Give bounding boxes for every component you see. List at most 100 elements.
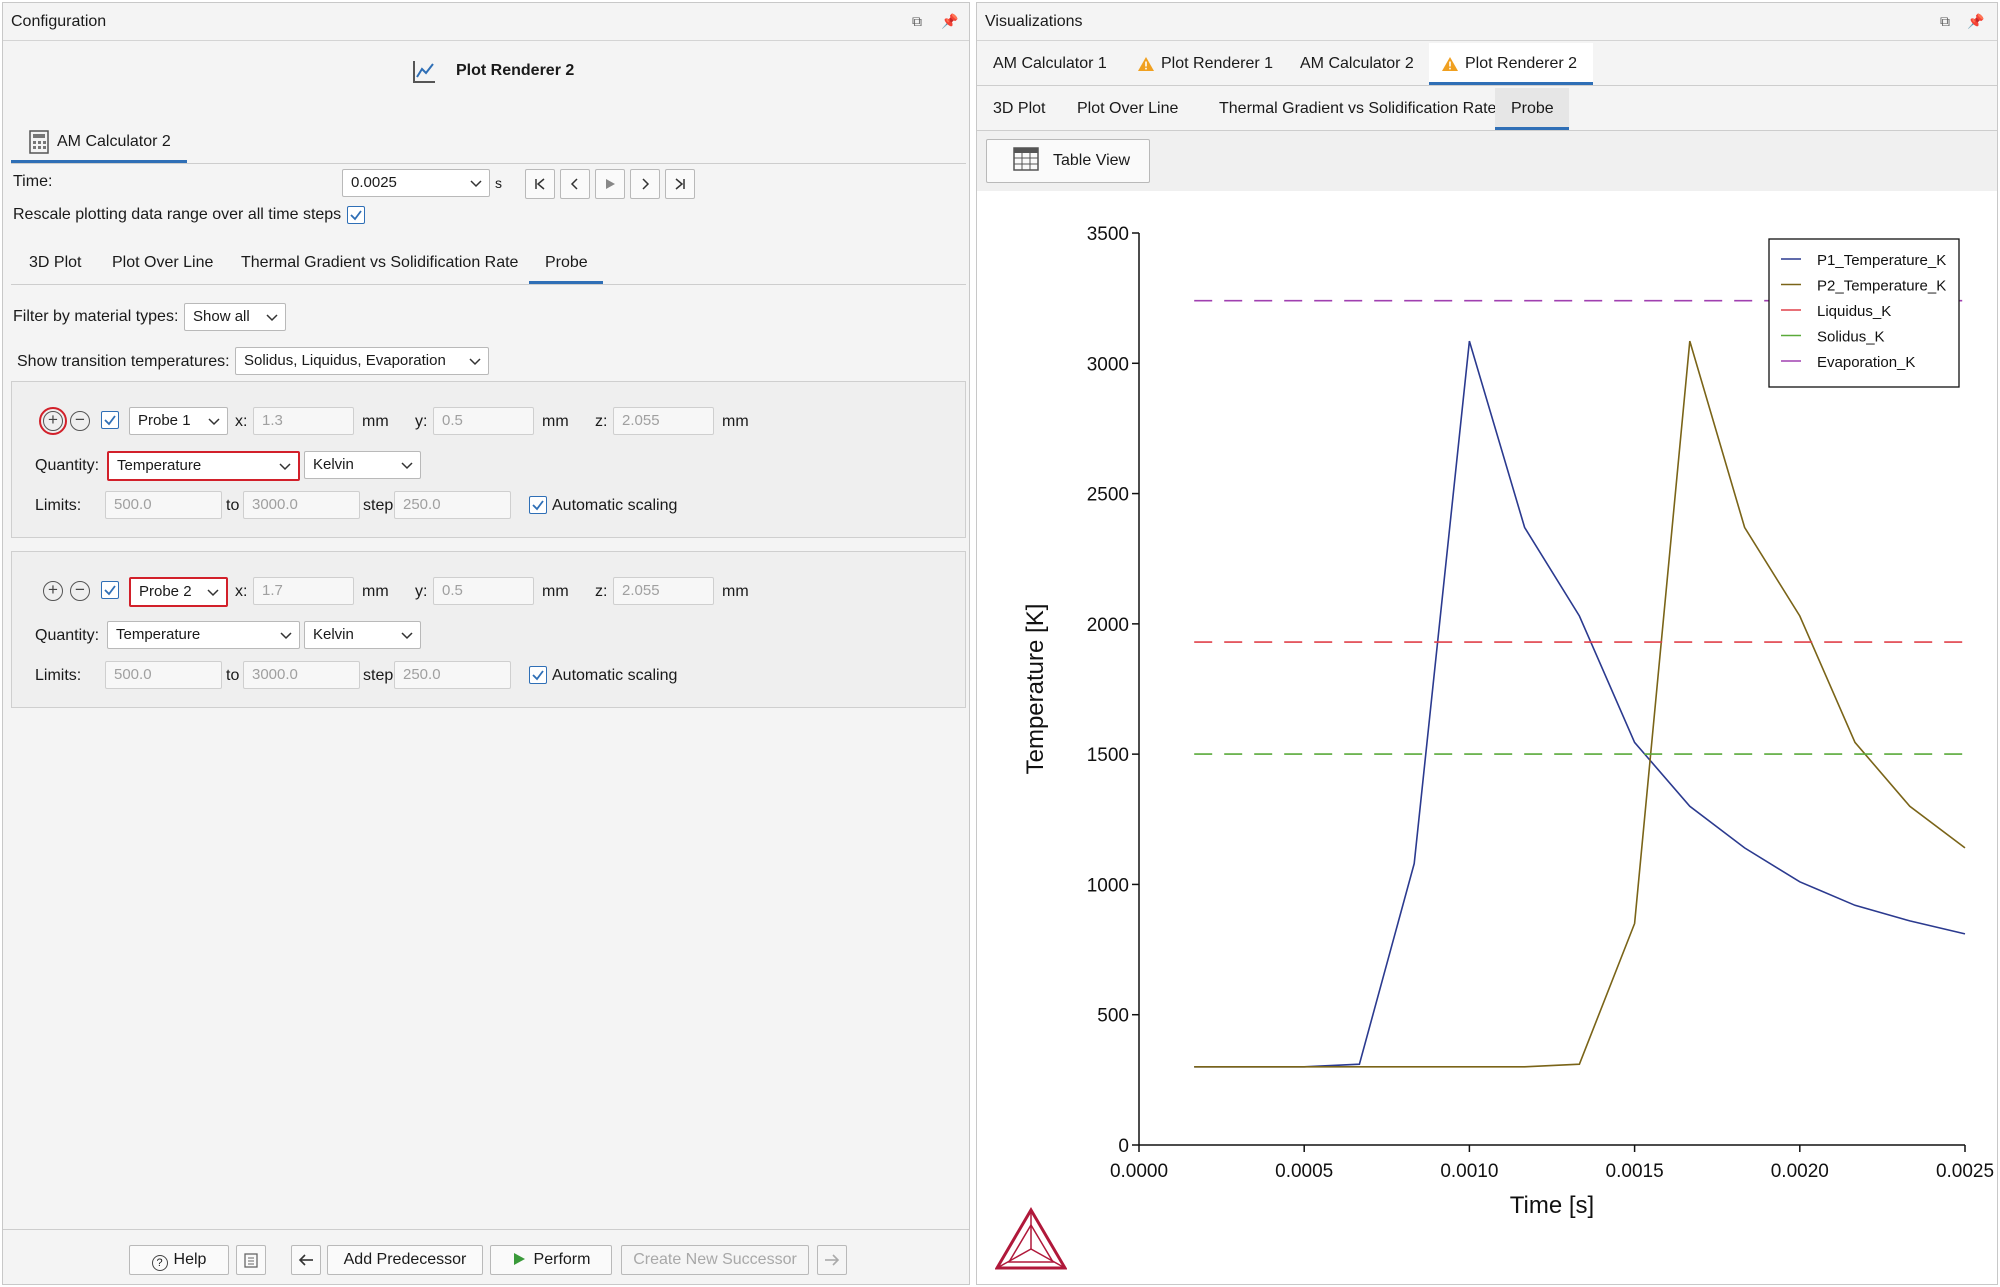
- probe-2-enabled-checkbox[interactable]: [101, 581, 119, 599]
- visualizations-header: Visualizations ⧉ 📌: [977, 3, 1997, 41]
- probe-1-x-input[interactable]: 1.3: [253, 407, 354, 435]
- probe-2-unit-value: Kelvin: [313, 626, 354, 643]
- probe-1-max-input[interactable]: 3000.0: [243, 491, 360, 519]
- y-tick-label: 3500: [1087, 224, 1129, 245]
- pin-icon[interactable]: 📌: [941, 13, 959, 29]
- legend-box: [1768, 238, 1960, 388]
- probe-1-enabled-checkbox[interactable]: [101, 411, 119, 429]
- temperature-chart: 0 500 1000 1500 2000 2500 3000 3500 0.0000 0.0005…: [1022, 224, 1994, 1219]
- probe-1-y-input[interactable]: 0.5: [433, 407, 534, 435]
- help-button[interactable]: ? Help: [129, 1245, 229, 1275]
- probe-2-z-input[interactable]: 2.055: [613, 577, 714, 605]
- renderer-title: Plot Renderer 2: [456, 62, 575, 79]
- probe-2-step-input[interactable]: 250.0: [394, 661, 511, 689]
- add-probe-button[interactable]: +: [43, 410, 63, 431]
- plot-renderer-icon: [413, 61, 435, 83]
- perform-button[interactable]: Perform: [490, 1245, 612, 1275]
- y-tick-label: 3000: [1087, 354, 1129, 375]
- probe-1-x-label: x:: [235, 413, 248, 430]
- previous-step-button[interactable]: [560, 169, 590, 199]
- probe-1-step-input[interactable]: 250.0: [394, 491, 511, 519]
- tab-plot-renderer-2[interactable]: Plot Renderer 2: [1465, 55, 1578, 72]
- chevron-down-icon: [207, 589, 219, 597]
- play-icon: [606, 179, 615, 189]
- tab-viz-thermal-gradient[interactable]: Thermal Gradient vs Solidification Rate: [1219, 100, 1497, 117]
- probe-2-unit-select[interactable]: Kelvin: [304, 621, 421, 649]
- check-icon: [532, 670, 544, 681]
- remove-probe-2-button[interactable]: −: [70, 580, 90, 601]
- probe-2-y-input[interactable]: 0.5: [433, 577, 534, 605]
- float-window-icon[interactable]: ⧉: [912, 13, 922, 29]
- skip-first-icon: [535, 178, 545, 190]
- add-predecessor-button[interactable]: Add Predecessor: [327, 1245, 483, 1275]
- probe-1-quantity-select[interactable]: Temperature: [107, 451, 300, 481]
- chevron-down-icon: [280, 632, 292, 640]
- probe-2-auto-scaling-checkbox[interactable]: [529, 666, 547, 684]
- plus-icon: +: [48, 580, 58, 599]
- next-step-button[interactable]: [630, 169, 660, 199]
- tab-am-calculator-1[interactable]: AM Calculator 1: [993, 55, 1107, 72]
- add-probe-2-button[interactable]: +: [43, 580, 63, 601]
- legend-entry: Solidus_K: [1817, 329, 1885, 346]
- probe-1-quantity-value: Temperature: [117, 457, 202, 474]
- tab-am-calculator-2[interactable]: AM Calculator 2: [1300, 55, 1414, 72]
- tab-3d-plot[interactable]: 3D Plot: [29, 254, 82, 271]
- tab-viz-probe[interactable]: Probe: [1511, 100, 1554, 117]
- series-p2-temperature-k: [1194, 340, 1966, 1068]
- create-successor-button[interactable]: Create New Successor: [621, 1245, 809, 1275]
- time-select[interactable]: 0.0025: [342, 169, 490, 197]
- probe-2-min-input[interactable]: 500.0: [105, 661, 222, 689]
- probe-1-min-input[interactable]: 500.0: [105, 491, 222, 519]
- y-tick-label: 500: [1097, 1006, 1129, 1027]
- clipboard-icon: [244, 1253, 258, 1268]
- tab-viz-plot-over-line[interactable]: Plot Over Line: [1077, 100, 1179, 117]
- tab-viz-3d-plot[interactable]: 3D Plot: [993, 100, 1046, 117]
- help-icon: ?: [151, 1255, 168, 1271]
- tab-plot-over-line[interactable]: Plot Over Line: [112, 254, 214, 271]
- rescale-label: Rescale plotting data range over all tim…: [13, 206, 342, 223]
- arrow-left-icon: [298, 1254, 313, 1266]
- y-tick-label: 2500: [1087, 485, 1129, 506]
- play-button[interactable]: [595, 169, 625, 199]
- tab-plot-renderer-1[interactable]: Plot Renderer 1: [1161, 55, 1274, 72]
- first-step-button[interactable]: [525, 169, 555, 199]
- check-icon: [104, 585, 116, 596]
- configuration-panel: Configuration ⧉ 📌 Plot Renderer 2 AM Cal…: [2, 2, 970, 1285]
- probe-1-z-unit: mm: [722, 413, 749, 430]
- transition-select[interactable]: Solidus, Liquidus, Evaporation: [235, 347, 489, 375]
- float-window-icon[interactable]: ⧉: [1940, 13, 1950, 29]
- pin-icon[interactable]: 📌: [1967, 13, 1985, 29]
- probe-2-quantity-select[interactable]: Temperature: [107, 621, 300, 649]
- probe-2-select[interactable]: Probe 2: [129, 577, 228, 607]
- clipboard-button[interactable]: [236, 1245, 266, 1275]
- probe-1-quantity-label: Quantity:: [35, 457, 100, 474]
- probe-2-name: Probe 2: [139, 583, 192, 600]
- plus-icon: +: [48, 410, 58, 429]
- probe-1-unit-value: Kelvin: [313, 456, 354, 473]
- remove-probe-button[interactable]: −: [70, 410, 90, 431]
- probe-2-max-input[interactable]: 3000.0: [243, 661, 360, 689]
- probe-1-name: Probe 1: [138, 412, 191, 429]
- arrow-right-icon: [825, 1254, 840, 1266]
- filter-select[interactable]: Show all: [184, 303, 286, 331]
- time-unit: s: [495, 175, 502, 191]
- probe-2-y-unit: mm: [542, 583, 569, 600]
- x-tick-label: 0.0005: [1275, 1161, 1333, 1182]
- probe-1-auto-scaling-checkbox[interactable]: [529, 496, 547, 514]
- tab-thermal-gradient[interactable]: Thermal Gradient vs Solidification Rate: [241, 254, 519, 271]
- table-view-button[interactable]: Table View: [986, 139, 1150, 183]
- minus-icon: −: [75, 580, 85, 599]
- forward-button[interactable]: [817, 1245, 847, 1275]
- probe-1-z-input[interactable]: 2.055: [613, 407, 714, 435]
- source-tab-label[interactable]: AM Calculator 2: [57, 133, 171, 150]
- tab-probe[interactable]: Probe: [545, 254, 588, 271]
- rescale-checkbox[interactable]: [347, 206, 365, 224]
- probe-1-unit-select[interactable]: Kelvin: [304, 451, 421, 479]
- last-step-button[interactable]: [665, 169, 695, 199]
- probe-1-select[interactable]: Probe 1: [129, 407, 228, 435]
- probe-2-x-input[interactable]: 1.7: [253, 577, 354, 605]
- back-button[interactable]: [291, 1245, 321, 1275]
- skip-last-icon: [675, 178, 685, 190]
- footer-divider: [3, 1229, 969, 1230]
- probe-2-to-label: to: [226, 667, 240, 684]
